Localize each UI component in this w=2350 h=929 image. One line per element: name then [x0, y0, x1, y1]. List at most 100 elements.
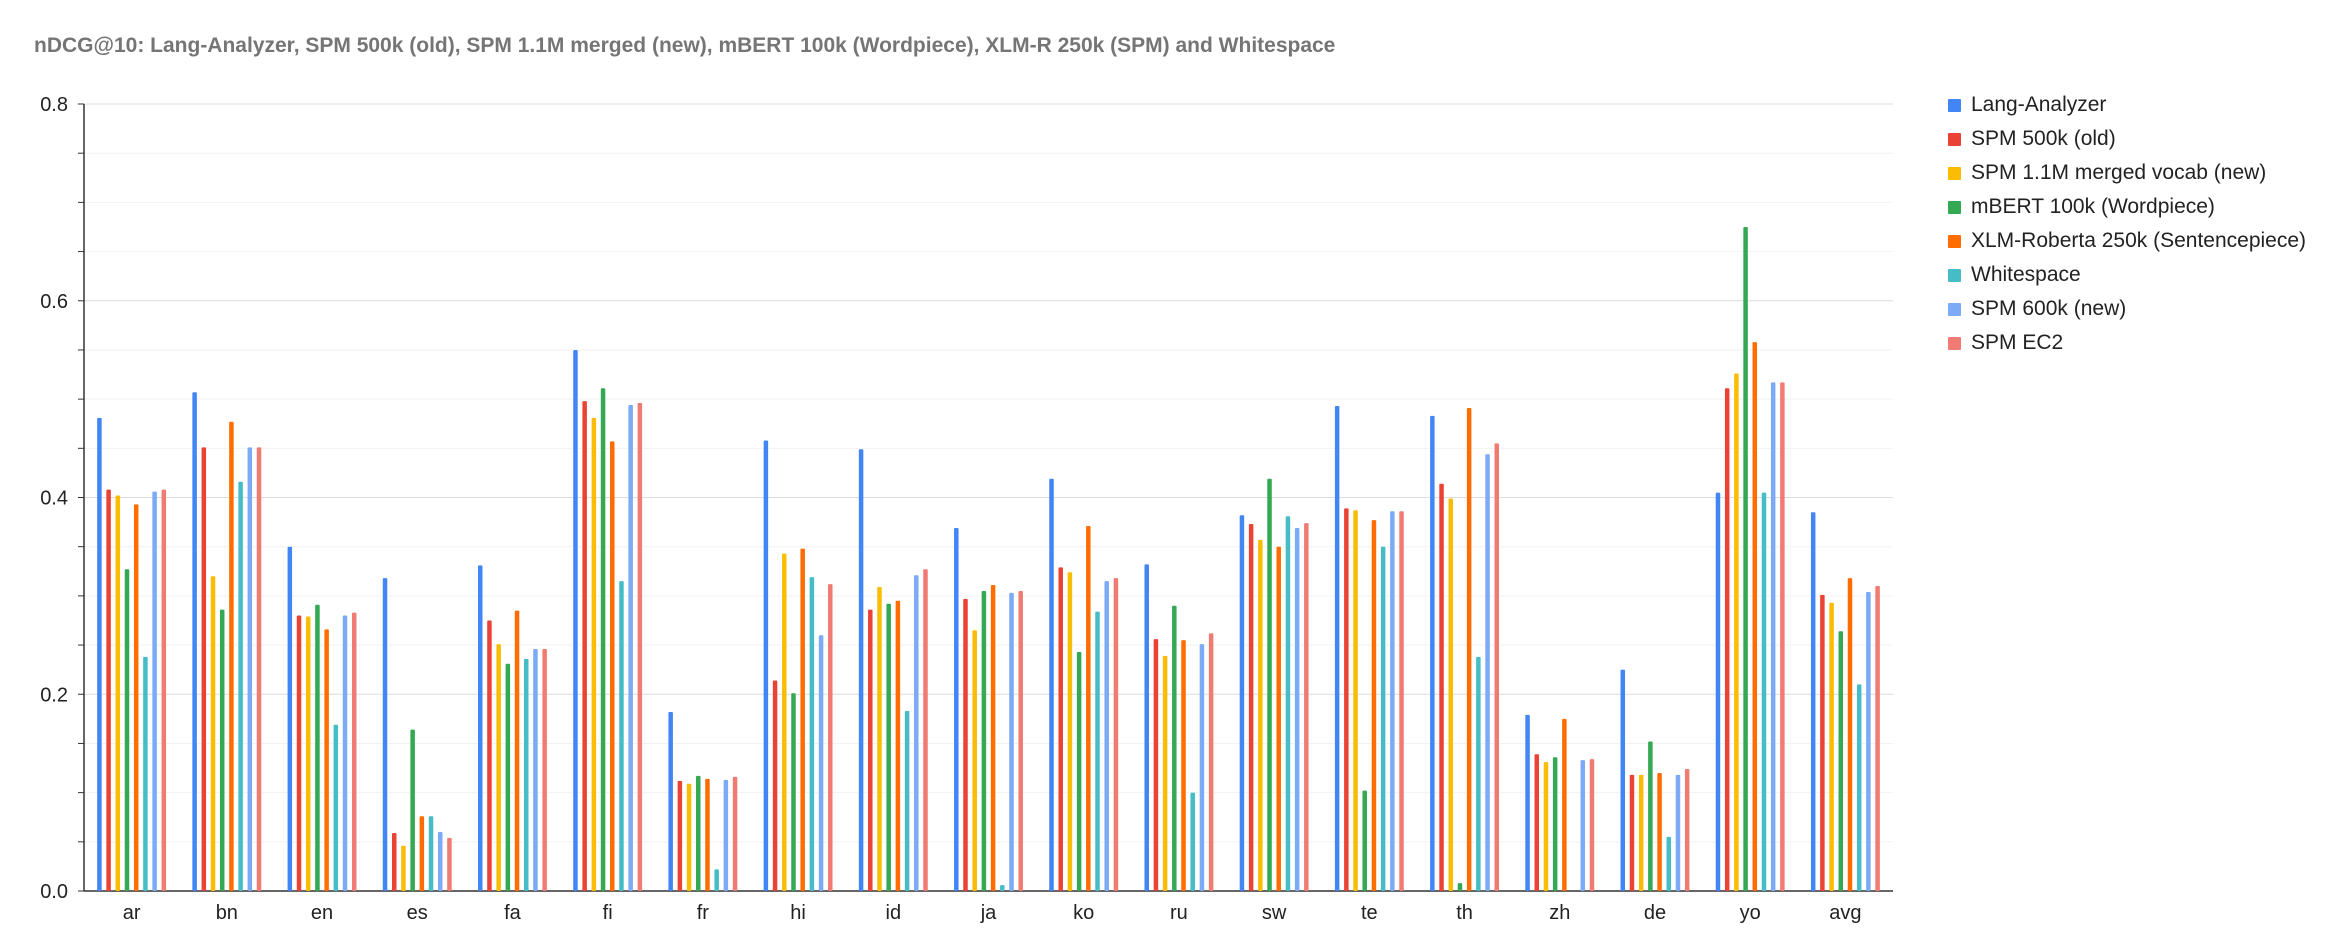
bar-en-2	[305, 616, 311, 891]
bar-id-6	[914, 575, 919, 891]
bar-ar-7	[161, 489, 167, 891]
bar-id-0	[858, 449, 864, 891]
x-tick-label-bn: bn	[216, 902, 238, 924]
bar-fr-1	[677, 780, 683, 891]
bar-hi-6	[818, 635, 824, 891]
bar-de-0	[1620, 669, 1626, 891]
bar-avg-0	[1810, 512, 1816, 891]
bar-id-7	[923, 569, 928, 891]
bar-ar-2	[115, 495, 121, 891]
legend-item: Whitespace	[1948, 258, 2306, 292]
bar-te-7	[1399, 511, 1404, 891]
bar-ar-4	[133, 504, 139, 891]
bar-ko-7	[1113, 578, 1119, 891]
legend-item: SPM 1.1M merged vocab (new)	[1948, 156, 2306, 190]
bar-fi-3	[600, 388, 606, 891]
legend-label: mBERT 100k (Wordpiece)	[1971, 195, 2215, 218]
bar-id-2	[877, 587, 882, 891]
bar-fi-7	[637, 403, 643, 891]
bar-de-5	[1666, 836, 1672, 891]
bar-de-1	[1629, 774, 1635, 891]
x-tick-label-fa: fa	[504, 902, 522, 924]
bar-ar-3	[124, 569, 130, 891]
bar-fr-5	[714, 869, 719, 891]
legend-swatch	[1948, 200, 1961, 214]
bar-ru-0	[1144, 564, 1149, 891]
bar-sw-4	[1276, 546, 1281, 891]
bar-ja-3	[981, 590, 987, 891]
bar-te-3	[1362, 790, 1367, 891]
bar-ru-4	[1181, 640, 1186, 891]
bar-ar-5	[143, 656, 148, 891]
bar-ja-5	[1000, 885, 1005, 891]
bar-fi-2	[591, 417, 597, 891]
bar-fa-2	[496, 644, 501, 891]
x-tick-label-fi: fi	[603, 902, 613, 924]
bar-de-3	[1648, 741, 1653, 891]
y-tick-label: 0.4	[40, 488, 68, 510]
legend-swatch	[1948, 132, 1961, 146]
bar-te-4	[1371, 520, 1377, 891]
bar-es-4	[419, 816, 425, 891]
legend: Lang-Analyzer SPM 500k (old) SPM 1.1M merg…	[1948, 88, 2306, 360]
bar-avg-6	[1866, 591, 1871, 891]
legend-swatch	[1948, 98, 1961, 112]
bar-zh-0	[1525, 714, 1530, 891]
bar-yo-7	[1780, 382, 1785, 891]
legend-label: Lang-Analyzer	[1971, 93, 2107, 116]
bar-sw-6	[1294, 528, 1300, 891]
y-tick-label: 0.2	[40, 684, 68, 706]
bar-th-4	[1466, 407, 1472, 891]
bar-te-2	[1353, 510, 1358, 891]
bar-bn-7	[256, 447, 262, 891]
bar-th-1	[1439, 483, 1444, 891]
legend-item: SPM 600k (new)	[1948, 292, 2306, 326]
bar-es-6	[437, 831, 443, 891]
bar-th-3	[1457, 883, 1463, 891]
bar-fi-6	[628, 405, 633, 891]
bar-ko-4	[1086, 526, 1091, 891]
bar-te-6	[1390, 511, 1395, 891]
bar-th-6	[1485, 454, 1490, 891]
bar-ko-6	[1104, 581, 1109, 891]
bar-es-5	[428, 816, 434, 891]
bar-es-0	[382, 578, 388, 891]
bar-bn-3	[219, 609, 225, 891]
bar-ru-6	[1199, 644, 1205, 891]
bar-es-1	[391, 832, 397, 891]
bar-en-5	[333, 724, 339, 891]
bar-fr-3	[696, 775, 701, 891]
bar-id-1	[868, 609, 873, 891]
bar-ar-6	[152, 491, 157, 891]
bar-th-2	[1448, 498, 1453, 891]
bar-ko-1	[1058, 567, 1063, 891]
bar-ko-2	[1067, 572, 1073, 891]
bar-fi-1	[582, 401, 587, 891]
bar-th-5	[1476, 656, 1481, 891]
bar-yo-6	[1770, 382, 1776, 891]
bar-es-2	[401, 845, 406, 891]
legend-item: SPM 500k (old)	[1948, 122, 2306, 156]
bar-avg-4	[1847, 578, 1853, 891]
axis-layer: 0.0 0.2 0.4 0.6 0.8 ar bn en es fa fi fr hi id ja ko ru s…	[40, 94, 1861, 924]
bar-yo-3	[1743, 226, 1748, 892]
bar-zh-1	[1534, 754, 1540, 891]
bar-sw-2	[1258, 539, 1263, 891]
bar-id-4	[895, 600, 901, 891]
bar-yo-1	[1724, 388, 1730, 891]
legend-swatch	[1948, 166, 1961, 180]
bar-id-3	[886, 603, 891, 891]
bar-hi-2	[782, 553, 787, 891]
bar-te-1	[1344, 508, 1349, 891]
bar-id-5	[904, 710, 910, 891]
x-tick-label-avg: avg	[1829, 902, 1861, 924]
bar-yo-0	[1715, 492, 1721, 891]
y-tick-label: 0.0	[40, 881, 68, 903]
bar-fa-0	[478, 565, 483, 891]
bar-de-7	[1684, 769, 1690, 891]
bar-de-6	[1675, 774, 1681, 891]
bar-ja-0	[954, 528, 959, 891]
bar-zh-4	[1562, 718, 1567, 891]
bar-ko-3	[1076, 651, 1082, 891]
x-tick-label-fr: fr	[697, 902, 710, 924]
